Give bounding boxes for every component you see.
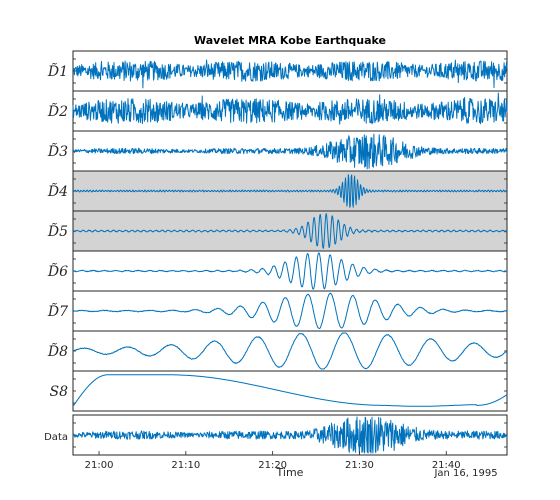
panel-label: D̃1 bbox=[47, 62, 68, 80]
series-line bbox=[72, 92, 508, 125]
series-line bbox=[72, 133, 508, 170]
panel-1: D̃1 bbox=[47, 50, 508, 92]
x-tick-label: 21:40 bbox=[432, 460, 461, 471]
series-line bbox=[72, 213, 508, 249]
chart-title: Wavelet MRA Kobe Earthquake bbox=[194, 34, 386, 47]
panel-label: D̃7 bbox=[47, 302, 68, 320]
x-axis-label: Time bbox=[276, 466, 304, 479]
panel-9: S8 bbox=[50, 370, 508, 412]
panel-8: D̃8 bbox=[47, 330, 508, 372]
panel-6: D̃6 bbox=[47, 250, 508, 292]
panels: D̃1 D̃2 D̃3 D̃4 D̃5 D̃6 D̃7 D̃8 S8 Data bbox=[44, 50, 508, 456]
panel-label: D̃5 bbox=[47, 222, 68, 240]
panel-label: S8 bbox=[50, 384, 69, 400]
panel-2: D̃2 bbox=[47, 90, 508, 132]
panel-4: D̃4 bbox=[47, 170, 508, 212]
series-line bbox=[72, 374, 508, 407]
panel-label: Data bbox=[44, 432, 68, 443]
x-tick-label: 21:10 bbox=[171, 460, 200, 471]
panel-label: D̃3 bbox=[47, 142, 68, 160]
x-axis-date-label: Jan 16, 1995 bbox=[433, 468, 497, 479]
series-line bbox=[72, 174, 508, 208]
panel-3: D̃3 bbox=[47, 130, 508, 172]
series-line bbox=[72, 292, 508, 329]
panel-label: D̃6 bbox=[47, 262, 68, 280]
panel-frame bbox=[72, 290, 508, 332]
panel-10: Data bbox=[44, 414, 508, 456]
panel-5: D̃5 bbox=[47, 210, 508, 252]
x-tick-label: 21:30 bbox=[345, 460, 374, 471]
panel-7: D̃7 bbox=[47, 290, 508, 332]
series-line bbox=[72, 416, 508, 454]
x-axis-ticks: 21:00 21:10 21:20 21:30 21:40 bbox=[85, 451, 461, 471]
x-tick-label: 21:20 bbox=[258, 460, 287, 471]
series-line bbox=[72, 332, 508, 370]
series-line bbox=[72, 59, 508, 89]
panel-label: D̃8 bbox=[47, 342, 68, 360]
panel-label: D̃2 bbox=[47, 102, 68, 120]
panel-frame bbox=[72, 370, 508, 412]
series-line bbox=[72, 252, 508, 290]
panel-label: D̃4 bbox=[47, 182, 68, 200]
x-tick-label: 21:00 bbox=[85, 460, 114, 471]
